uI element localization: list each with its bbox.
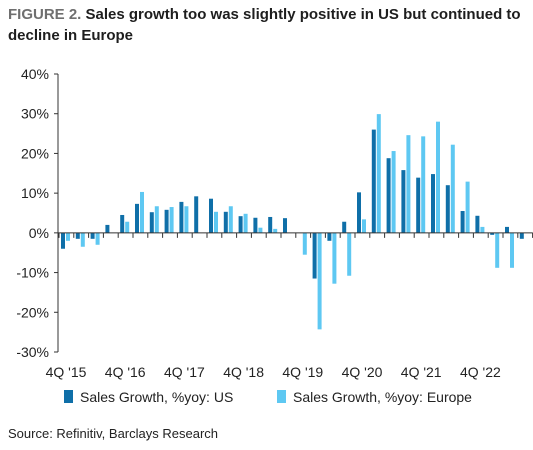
bar-us [135, 203, 139, 233]
bar-europe [421, 136, 426, 233]
x-tick-label: 4Q '15 [46, 364, 87, 380]
bar-europe [66, 232, 70, 241]
y-tick-label: 10% [21, 185, 49, 201]
x-tick-label: 4Q '18 [223, 364, 264, 380]
bar-europe [302, 232, 307, 255]
bar-europe [184, 206, 189, 233]
y-tick-label: 20% [21, 145, 49, 161]
bar-us [253, 217, 258, 233]
source-note: Source: Refinitiv, Barclays Research [8, 426, 219, 441]
bar-us [519, 232, 524, 239]
figure-title-text: Sales growth too was slightly positive i… [8, 6, 521, 44]
bar-europe [450, 144, 455, 233]
bar-chart: -30% -20% -10% 0% 10% 20% 30% 40% 4Q '15 4Q '16 4Q… [16, 66, 533, 405]
bar-europe [317, 232, 322, 330]
bar-europe [406, 135, 411, 233]
bar-us [386, 158, 391, 233]
bar-us [460, 211, 465, 233]
figure-label: FIGURE 2. [8, 6, 82, 23]
bar-us [238, 216, 243, 233]
bar-us [312, 232, 317, 279]
legend-label-europe: Sales Growth, %yoy: Europe [293, 389, 472, 405]
bar-us [223, 211, 228, 233]
bar-us [149, 212, 154, 233]
legend-label-us: Sales Growth, %yoy: US [80, 389, 233, 405]
bar-us [327, 232, 332, 241]
x-tick-label: 4Q '17 [164, 364, 205, 380]
bar-us [164, 209, 169, 233]
bar-europe [140, 191, 144, 233]
bar-europe [95, 232, 100, 245]
bar-europe [169, 207, 174, 233]
bar-europe [391, 151, 396, 233]
bar-europe [347, 232, 352, 276]
x-tick-label: 4Q '20 [342, 364, 383, 380]
legend-swatch-europe [277, 390, 286, 403]
y-tick-label: -30% [16, 344, 49, 360]
bar-us [268, 216, 273, 233]
bar-europe [273, 228, 278, 233]
bar-europe [510, 232, 514, 268]
bar-europe [228, 206, 233, 233]
legend-swatch-us [64, 390, 73, 403]
bar-us [105, 224, 110, 233]
y-tick-label: 30% [21, 106, 49, 122]
bar-europe [376, 114, 381, 233]
bar-europe [495, 232, 500, 268]
bar-europe [154, 206, 159, 233]
bar-us [357, 192, 361, 233]
bar-us [445, 185, 450, 233]
bar-europe [214, 211, 218, 233]
x-tick-label: 4Q '19 [282, 364, 323, 380]
bar-us [179, 201, 184, 233]
y-tick-label: 0% [29, 225, 49, 241]
bar-us [401, 170, 406, 233]
bar-us [90, 232, 95, 239]
bar-europe [332, 232, 337, 284]
x-tick-label: 4Q '22 [460, 364, 501, 380]
bar-us [416, 177, 421, 233]
bar-us [209, 198, 213, 233]
bar-us [75, 232, 80, 239]
bar-us [342, 221, 347, 233]
y-tick-label: -20% [16, 304, 49, 320]
bar-europe [125, 221, 130, 233]
bar-europe [80, 232, 85, 247]
bar-europe [362, 219, 366, 233]
bar-europe [436, 121, 440, 233]
bar-us [475, 215, 480, 233]
bar-europe [480, 226, 485, 233]
bar-us [194, 196, 199, 233]
bar-us [371, 129, 376, 233]
bar-europe [465, 181, 470, 233]
y-tick-label: -10% [16, 265, 49, 281]
y-tick-label: 40% [21, 66, 49, 82]
bar-us [505, 226, 509, 233]
bar-us [61, 232, 65, 249]
figure-title: FIGURE 2. Sales growth too was slightly … [8, 4, 523, 46]
x-tick-label: 4Q '16 [105, 364, 146, 380]
bar-us [490, 232, 495, 235]
x-tick-label: 4Q '21 [401, 364, 442, 380]
bar-us [283, 218, 287, 233]
bar-europe [258, 227, 263, 233]
bar-europe [243, 213, 248, 233]
bar-us [120, 214, 125, 233]
bar-us [431, 174, 435, 233]
